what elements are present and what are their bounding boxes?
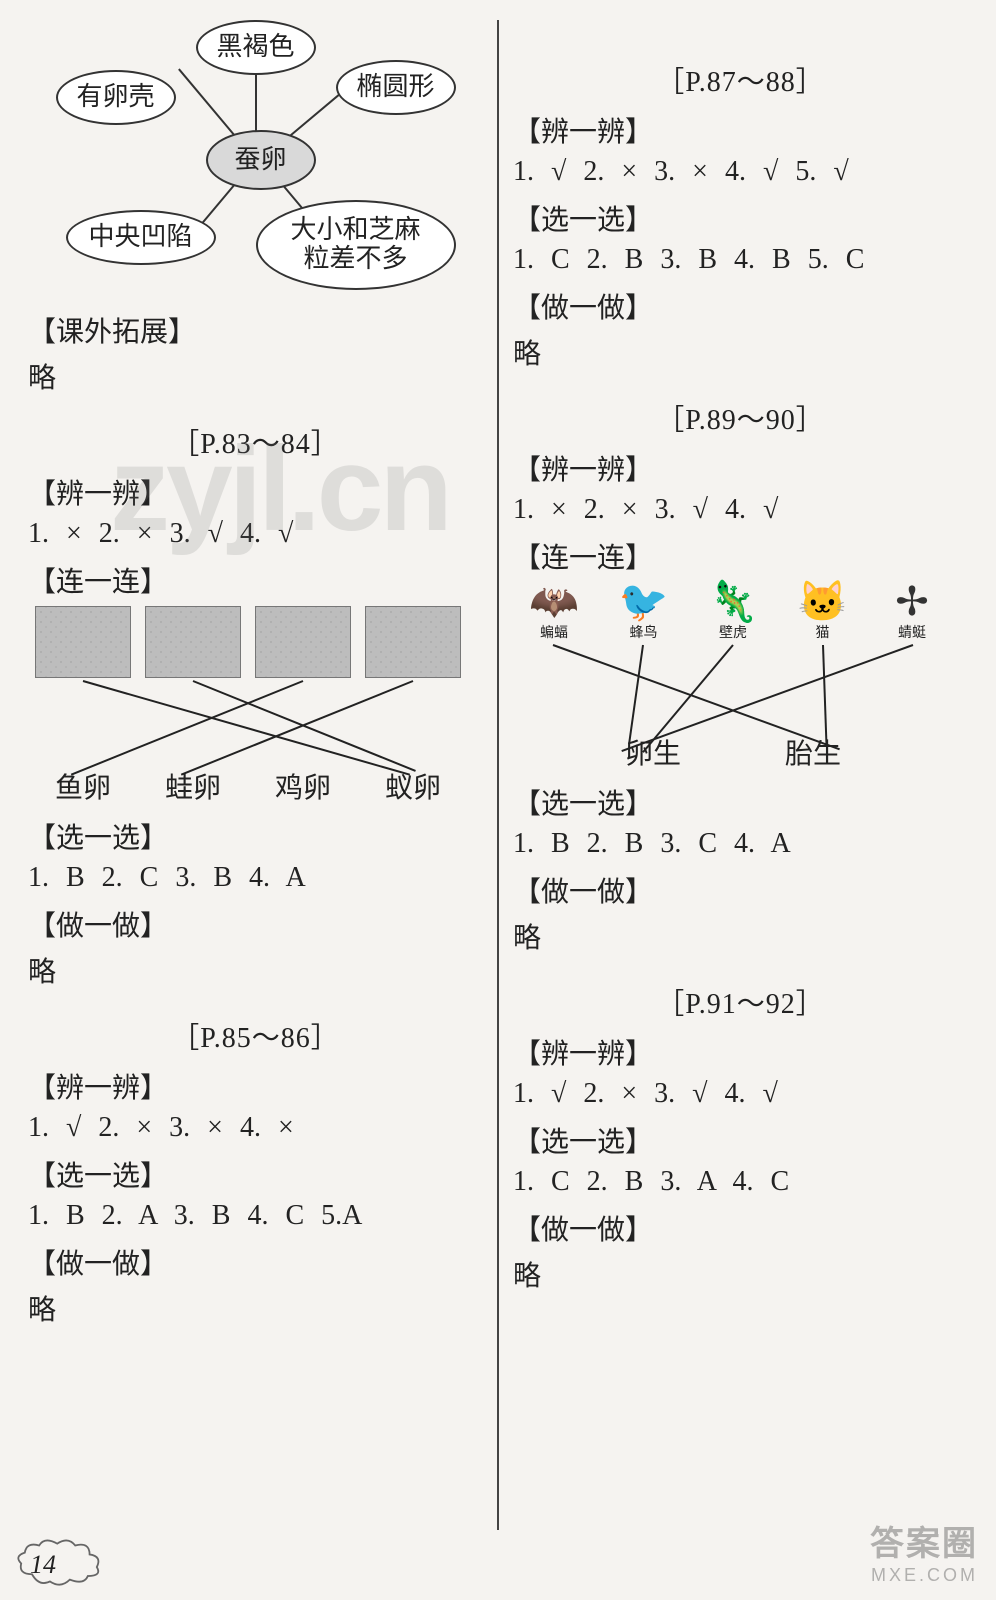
xuan-ans-p91: 1. C 2. B 3. A 4. C [513,1166,968,1198]
animal-4: ✢蜻蜓 [877,582,947,642]
range-p85: ［P.85～86］ [28,1016,483,1056]
zuo-label-p89: 【做一做】 [513,870,968,910]
zuo-omit-p83: 略 [28,950,483,990]
page-number: 14 [30,1550,56,1580]
egg-img-0 [35,606,131,678]
xuan-label-p87: 【选一选】 [513,198,968,238]
range-p87: ［P.87～88］ [513,60,968,100]
range-p83: ［P.83～84］ [28,422,483,462]
concept-map: 蚕卵 有卵壳 黑褐色 椭圆形 中央凹陷 大小和芝麻 粒差不多 [46,20,466,300]
bian-label-p91: 【辨一辨】 [513,1032,968,1072]
egg-img-2 [255,606,351,678]
page-cloud-icon [14,1538,104,1588]
cat-label-0: 卵生 [625,732,681,772]
column-divider [497,20,499,1530]
egg-label-2: 鸡卵 [275,766,331,806]
egg-label-3: 蚁卵 [385,766,441,806]
concept-node-0: 有卵壳 [56,70,176,125]
xuan-label-p89: 【选一选】 [513,782,968,822]
zuo-omit-p87: 略 [513,332,968,372]
bian-label-p89: 【辨一辨】 [513,448,968,488]
egg-label-1: 蛙卵 [165,766,221,806]
ext-omit: 略 [28,356,483,396]
cat-label-1: 胎生 [785,732,841,772]
match-eggs: 鱼卵 蛙卵 鸡卵 蚁卵 [28,606,468,806]
zuo-label-p91: 【做一做】 [513,1208,968,1248]
xuan-ans-p87: 1. C 2. B 3. B 4. B 5. C [513,244,968,276]
bian-ans-p89: 1. × 2. × 3. √ 4. √ [513,494,968,526]
match-animals: 🦇蝙蝠 🐦蜂鸟 🦎壁虎 🐱猫 ✢蜻蜓 卵生 胎生 [513,582,953,772]
egg-img-1 [145,606,241,678]
xuan-label-p91: 【选一选】 [513,1120,968,1160]
ext-label: 【课外拓展】 [28,310,483,350]
zuo-omit-p91: 略 [513,1254,968,1294]
egg-label-0: 鱼卵 [55,766,111,806]
xuan-ans-p89: 1. B 2. B 3. C 4. A [513,828,968,860]
concept-node-1: 黑褐色 [196,20,316,75]
concept-center: 蚕卵 [206,130,316,190]
lian-label-p89: 【连一连】 [513,536,968,576]
animal-0: 🦇蝙蝠 [519,582,589,642]
bian-label-p87: 【辨一辨】 [513,110,968,150]
egg-img-3 [365,606,461,678]
bian-label-p85: 【辨一辨】 [28,1066,483,1106]
range-p89: ［P.89～90］ [513,398,968,438]
bian-label-p83: 【辨一辨】 [28,472,483,512]
bian-ans-p87: 1. √ 2. × 3. × 4. √ 5. √ [513,156,968,188]
concept-node-4: 大小和芝麻 粒差不多 [256,200,456,290]
animal-3: 🐱猫 [788,582,858,642]
zuo-label-p83: 【做一做】 [28,904,483,944]
concept-node-3: 中央凹陷 [66,210,216,265]
bian-ans-p85: 1. √ 2. × 3. × 4. × [28,1112,483,1144]
zuo-omit-p89: 略 [513,916,968,956]
xuan-label-p83: 【选一选】 [28,816,483,856]
lian-label-p83: 【连一连】 [28,560,483,600]
animal-2: 🦎壁虎 [698,582,768,642]
bian-ans-p83: 1. × 2. × 3. √ 4. √ [28,518,483,550]
zuo-label-p87: 【做一做】 [513,286,968,326]
zuo-label-p85: 【做一做】 [28,1242,483,1282]
zuo-omit-p85: 略 [28,1288,483,1328]
animal-1: 🐦蜂鸟 [609,582,679,642]
xuan-label-p85: 【选一选】 [28,1154,483,1194]
footer-watermark: 答案圈 MXE.COM [870,1516,978,1586]
concept-node-2: 椭圆形 [336,60,456,115]
xuan-ans-p85: 1. B 2. A 3. B 4. C 5.A [28,1200,483,1232]
xuan-ans-p83: 1. B 2. C 3. B 4. A [28,862,483,894]
range-p91: ［P.91～92］ [513,982,968,1022]
bian-ans-p91: 1. √ 2. × 3. √ 4. √ [513,1078,968,1110]
